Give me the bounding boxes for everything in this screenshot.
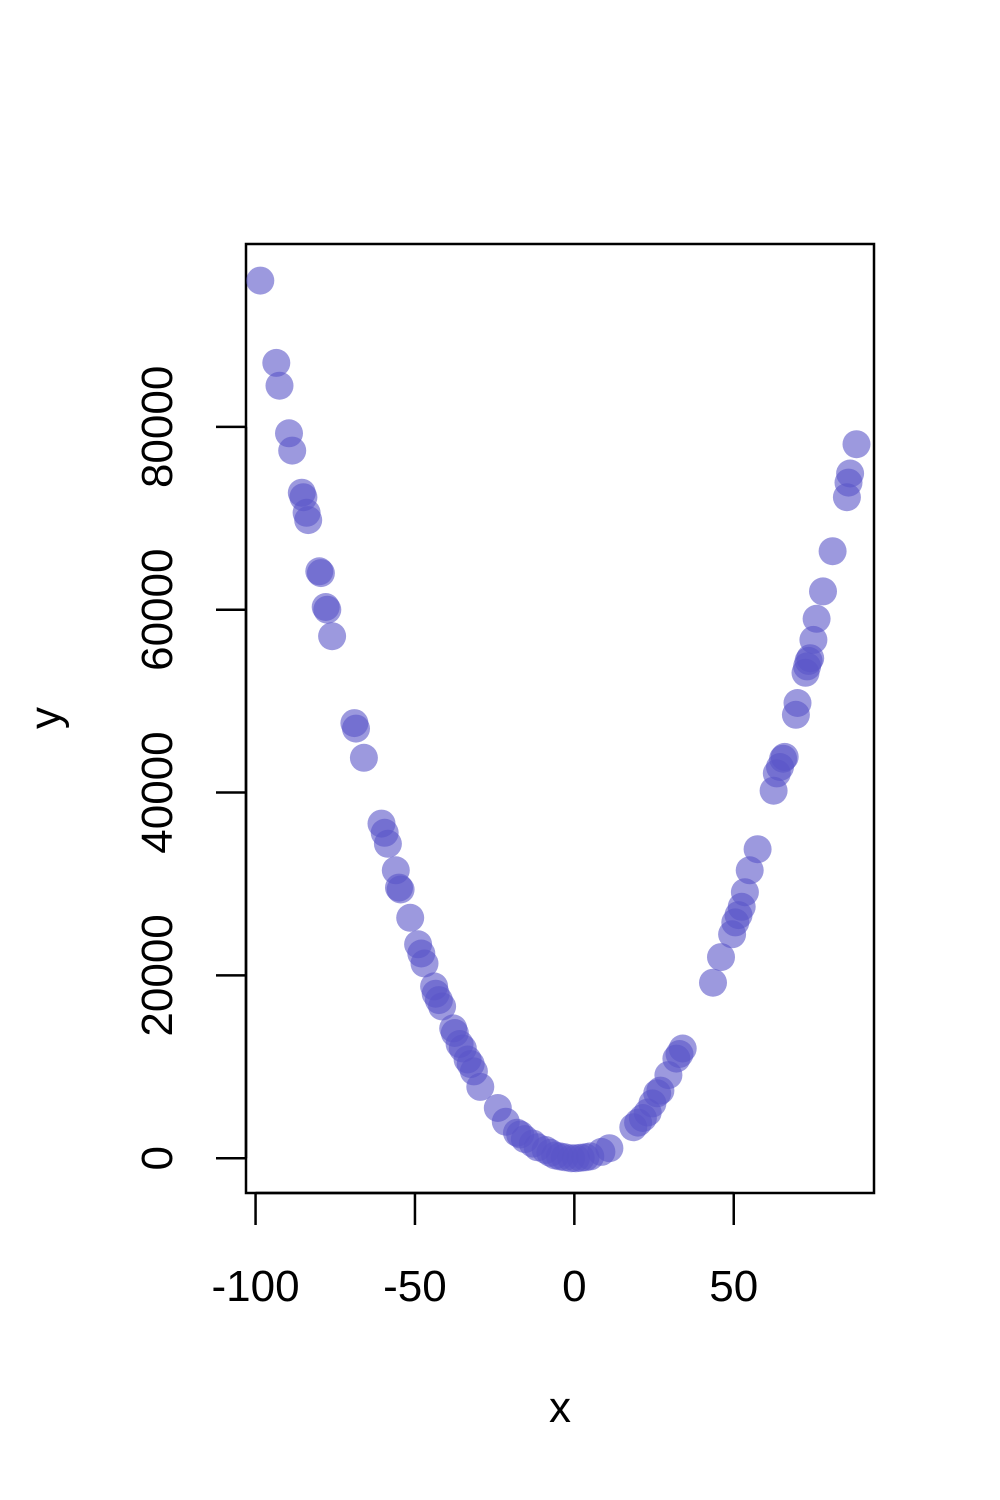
data-point: [373, 829, 402, 858]
y-tick-label: 60000: [133, 549, 182, 671]
x-tick-label: 0: [562, 1262, 586, 1311]
data-point: [396, 903, 425, 932]
data-point: [809, 577, 837, 606]
data-points: [246, 266, 871, 1173]
data-point: [818, 537, 847, 566]
data-point: [799, 625, 828, 654]
data-point: [278, 436, 307, 465]
x-axis-title: x: [549, 1383, 571, 1432]
data-point: [294, 506, 323, 535]
data-point: [246, 266, 275, 295]
data-point: [428, 992, 457, 1021]
data-point: [313, 595, 342, 624]
data-point: [802, 604, 831, 633]
data-point: [342, 714, 370, 743]
y-tick-label: 40000: [133, 731, 182, 853]
data-point: [770, 742, 799, 771]
y-tick-label: 20000: [133, 914, 182, 1036]
data-point: [707, 943, 735, 972]
data-point: [595, 1134, 624, 1163]
data-point: [836, 459, 865, 488]
data-point: [699, 968, 727, 997]
x-tick-label: -100: [212, 1262, 300, 1311]
data-point: [265, 371, 294, 400]
y-tick-label: 0: [133, 1146, 182, 1170]
y-axis-title: y: [21, 707, 70, 729]
data-point: [410, 949, 439, 978]
y-tick-label: 80000: [133, 366, 182, 488]
x-tick-label: 50: [709, 1262, 758, 1311]
x-tick-label: -50: [383, 1262, 447, 1311]
x-axis: -100 -50 0 50: [212, 1191, 758, 1311]
data-point: [262, 348, 291, 377]
data-point: [842, 430, 871, 459]
data-point: [386, 875, 415, 904]
data-point: [668, 1034, 697, 1063]
data-point: [349, 743, 378, 772]
data-point: [743, 835, 772, 864]
data-point: [318, 622, 347, 651]
data-point: [730, 878, 759, 907]
data-point: [306, 559, 335, 588]
y-axis: 0 20000 40000 60000 80000: [133, 366, 248, 1171]
data-point: [466, 1072, 495, 1101]
plot-frame: [244, 242, 876, 1195]
data-point: [783, 689, 812, 717]
data-point: [735, 856, 764, 885]
